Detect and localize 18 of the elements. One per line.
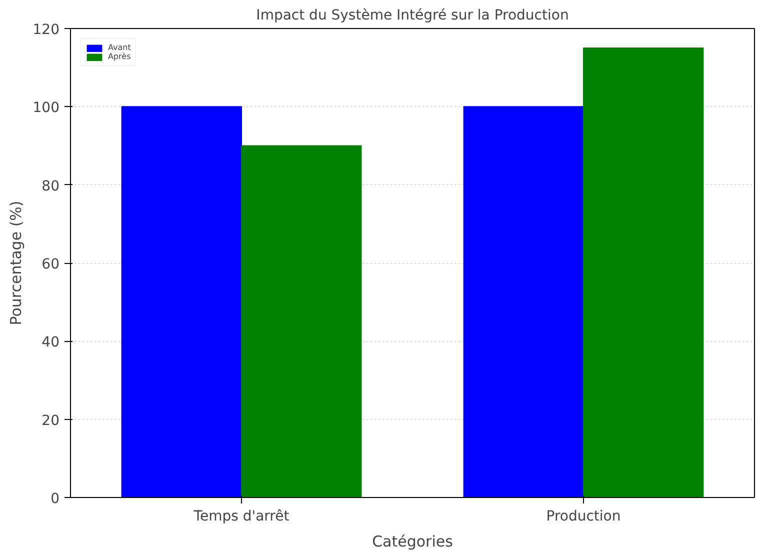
y-tick-label: 60: [42, 256, 60, 272]
y-tick-label: 100: [32, 100, 60, 116]
y-axis-title: Pourcentage (%): [6, 200, 25, 326]
bar: [121, 106, 242, 498]
legend-label: Après: [108, 52, 131, 61]
x-axis-title: Catégories: [372, 532, 454, 550]
x-tick-label: Temps d'arrêt: [192, 508, 290, 524]
chart-title: Impact du Système Intégré sur la Production: [256, 8, 569, 24]
bar: [583, 48, 704, 498]
y-tick-label: 40: [42, 334, 60, 351]
y-tick-label: 80: [42, 178, 60, 194]
y-tick-label: 0: [50, 491, 60, 507]
y-tick-label: 120: [32, 22, 60, 38]
bar: [241, 145, 362, 498]
y-tick-label: 20: [42, 412, 60, 429]
legend-label: Avant: [108, 43, 131, 52]
bar: [463, 106, 584, 498]
x-tick-label: Production: [546, 508, 621, 524]
